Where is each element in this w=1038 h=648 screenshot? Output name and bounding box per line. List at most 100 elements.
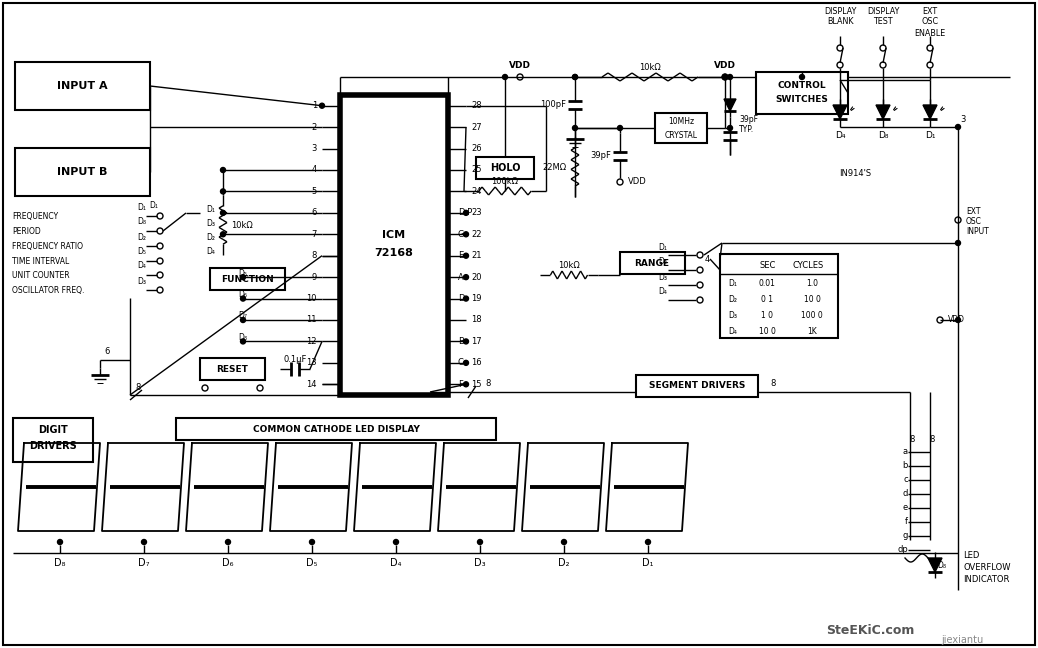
Bar: [756, 72, 848, 114]
Text: D₄: D₄: [207, 246, 215, 255]
Polygon shape: [876, 105, 890, 119]
Text: D₄: D₄: [390, 558, 402, 568]
Text: TYP.: TYP.: [739, 124, 755, 133]
Text: 12: 12: [306, 337, 317, 346]
Circle shape: [141, 540, 146, 544]
Text: 10 0: 10 0: [759, 327, 775, 336]
Circle shape: [728, 126, 733, 130]
Text: INPUT B: INPUT B: [57, 167, 107, 177]
Bar: [620, 252, 685, 274]
Text: b: b: [903, 461, 908, 470]
Circle shape: [241, 339, 246, 344]
Text: D₁: D₁: [643, 558, 654, 568]
Text: TEST: TEST: [873, 17, 893, 27]
Circle shape: [464, 232, 468, 237]
Text: LED: LED: [963, 551, 980, 561]
Text: RANGE: RANGE: [634, 259, 670, 268]
Polygon shape: [928, 558, 943, 572]
Circle shape: [464, 211, 468, 215]
Text: CONTROL: CONTROL: [777, 82, 826, 91]
Text: 24: 24: [471, 187, 482, 196]
Text: 8: 8: [311, 251, 317, 260]
Text: 6: 6: [104, 347, 109, 356]
Text: D₈: D₈: [937, 561, 946, 570]
Text: OSCILLATOR FREQ.: OSCILLATOR FREQ.: [12, 286, 84, 294]
Text: INPUT: INPUT: [966, 227, 989, 237]
Text: 10kΩ: 10kΩ: [231, 220, 252, 229]
Circle shape: [225, 540, 230, 544]
Circle shape: [722, 75, 728, 80]
Text: D₁: D₁: [728, 279, 737, 288]
Text: VDD: VDD: [628, 178, 647, 187]
Text: FREQUENCY: FREQUENCY: [12, 211, 58, 220]
Text: SWITCHES: SWITCHES: [775, 95, 828, 104]
Circle shape: [464, 296, 468, 301]
Text: f: f: [905, 518, 908, 526]
Circle shape: [57, 540, 62, 544]
Text: D₁: D₁: [138, 202, 146, 211]
Text: C: C: [458, 358, 464, 367]
Text: 8: 8: [135, 382, 140, 391]
Text: D₇: D₇: [238, 312, 247, 321]
Text: FUNCTION: FUNCTION: [221, 275, 273, 284]
Circle shape: [502, 75, 508, 80]
Text: D₃: D₃: [658, 273, 667, 281]
Text: jiexiantu: jiexiantu: [940, 635, 983, 645]
Text: BLANK: BLANK: [826, 17, 853, 27]
Text: D₈: D₈: [137, 218, 146, 227]
Text: D: D: [458, 294, 464, 303]
Circle shape: [956, 318, 960, 323]
Text: COMMON CATHODE LED DISPLAY: COMMON CATHODE LED DISPLAY: [252, 424, 419, 434]
Text: D₈: D₈: [54, 558, 65, 568]
Text: D₄: D₄: [728, 327, 737, 336]
Text: 3: 3: [311, 144, 317, 153]
Polygon shape: [834, 105, 847, 119]
Text: VDD: VDD: [948, 316, 965, 325]
Text: 1K: 1K: [808, 327, 817, 336]
Text: 4: 4: [311, 165, 317, 174]
Text: A: A: [458, 273, 464, 282]
Text: 23: 23: [471, 209, 482, 217]
Circle shape: [464, 382, 468, 387]
Circle shape: [464, 360, 468, 365]
Text: DISPLAY: DISPLAY: [867, 8, 899, 16]
Text: g: g: [903, 531, 908, 540]
Text: 39pF: 39pF: [591, 151, 611, 160]
Circle shape: [220, 211, 225, 215]
Text: HOLO: HOLO: [490, 163, 520, 173]
Text: IN914'S: IN914'S: [839, 168, 871, 178]
Text: D₁: D₁: [925, 130, 935, 139]
Text: 11: 11: [306, 316, 317, 325]
Text: D₄: D₄: [658, 288, 667, 297]
Circle shape: [956, 240, 960, 246]
Circle shape: [220, 232, 225, 237]
Text: PERIOD: PERIOD: [12, 227, 40, 235]
Text: 18: 18: [471, 316, 482, 325]
Text: 10: 10: [306, 294, 317, 303]
Text: 17: 17: [471, 337, 482, 346]
Text: D₂: D₂: [728, 295, 737, 305]
Text: OVERFLOW: OVERFLOW: [963, 564, 1011, 572]
Text: D₃: D₃: [728, 312, 737, 321]
Text: CYCLES: CYCLES: [793, 262, 824, 270]
Circle shape: [728, 75, 733, 80]
Text: D₁: D₁: [658, 242, 667, 251]
Text: D₆: D₆: [222, 558, 234, 568]
Text: 1 0: 1 0: [761, 312, 773, 321]
Text: 22: 22: [471, 230, 482, 238]
Text: 100 0: 100 0: [801, 312, 823, 321]
Polygon shape: [923, 105, 937, 119]
Text: D₄: D₄: [835, 130, 845, 139]
Text: e: e: [903, 503, 908, 513]
Text: D₃: D₃: [206, 218, 215, 227]
Bar: [200, 358, 265, 380]
Circle shape: [562, 540, 567, 544]
Text: 8: 8: [770, 380, 775, 389]
Text: D₂: D₂: [137, 233, 146, 242]
Text: 100pF: 100pF: [540, 100, 566, 109]
Circle shape: [464, 275, 468, 280]
Text: 8: 8: [929, 435, 934, 445]
Text: D₅: D₅: [306, 558, 318, 568]
Polygon shape: [723, 99, 736, 111]
Text: 1.0: 1.0: [807, 279, 818, 288]
